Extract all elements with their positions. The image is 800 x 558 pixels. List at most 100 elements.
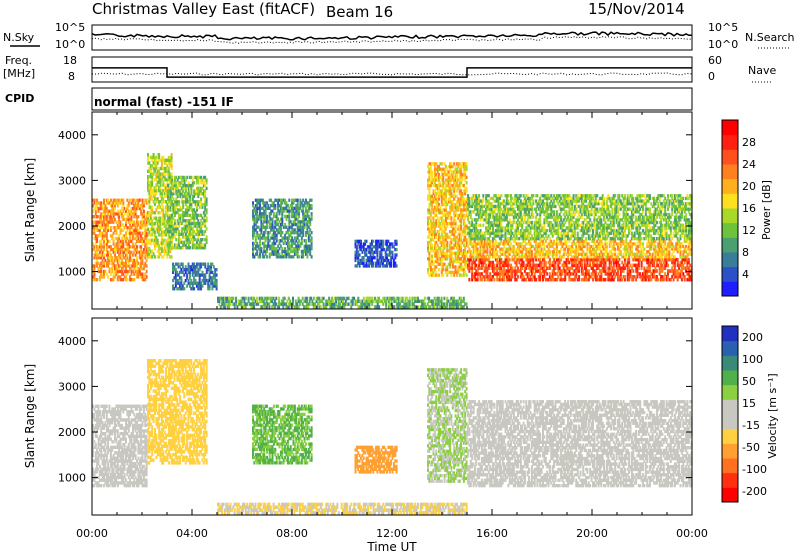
power-cell (146, 275, 148, 278)
cpid-mode: normal (fast) -151 IF (94, 95, 234, 109)
power-cell (136, 256, 138, 259)
power-cell (151, 206, 153, 209)
power-cell (468, 278, 470, 282)
power-cell (216, 273, 218, 276)
power-cell (137, 221, 139, 224)
power-cell (137, 215, 139, 218)
power-cell (206, 198, 208, 201)
power-cell (372, 240, 374, 243)
freq-tick-top: 18 (63, 54, 77, 67)
power-cell (455, 219, 457, 222)
power-cell (281, 231, 283, 234)
power-cell (186, 176, 188, 179)
power-cell (206, 208, 208, 211)
freq-label-line2: [MHz] (3, 67, 35, 80)
power-cell (393, 305, 395, 309)
power-cell (180, 276, 182, 279)
power-cell (162, 206, 164, 209)
power-cell (171, 255, 173, 258)
noise-panel: N.Sky 10^5 10^0 10^5 10^0 N.Search (3, 21, 795, 51)
power-cell (154, 255, 156, 258)
power-cell (252, 201, 254, 204)
power-cell (232, 297, 234, 301)
power-cell (278, 297, 280, 301)
power-cell (204, 263, 206, 266)
power-cell (245, 297, 247, 301)
power-cell (402, 297, 404, 301)
power-cell (297, 199, 299, 202)
power-cell (466, 187, 468, 190)
power-cell (311, 255, 313, 258)
power-cell (147, 153, 149, 156)
power-cell (193, 287, 195, 290)
power-cell (171, 176, 173, 179)
power-cell (136, 245, 138, 248)
power-cell (133, 278, 135, 281)
power-cell (545, 261, 547, 265)
power-cell (167, 184, 169, 187)
power-cell (113, 237, 115, 240)
power-cell (441, 162, 443, 165)
noise-left-label: N.Sky (3, 31, 35, 44)
power-cell (396, 253, 398, 256)
power-cell (107, 275, 109, 278)
power-cell (441, 297, 443, 301)
power-cell (431, 244, 433, 247)
power-cell (624, 275, 626, 279)
power-cell (122, 199, 124, 202)
nave-line (92, 73, 692, 75)
power-cell (523, 261, 525, 265)
power-cell (409, 297, 411, 301)
power-cell (174, 219, 176, 222)
cpid-label: CPID (5, 92, 34, 105)
power-cell (103, 199, 105, 202)
power-cell (146, 264, 148, 267)
power-cell (306, 297, 308, 301)
power-cell (126, 278, 128, 281)
power-feature-morning-low-patch (172, 263, 218, 291)
power-cell (109, 240, 111, 243)
power-cell (146, 259, 148, 262)
power-cell (546, 272, 548, 276)
power-feature-dawn-patch (252, 199, 313, 259)
power-cell (171, 153, 173, 156)
power-feature-night-band-low (467, 258, 693, 282)
power-cell (235, 297, 237, 301)
power-cell (202, 238, 204, 241)
power-feature-morning-streak-2 (167, 176, 208, 250)
power-cell (200, 198, 202, 201)
power-cell (366, 240, 368, 243)
power-cell (667, 264, 669, 268)
frequency-panel-frame (92, 57, 692, 82)
power-cell (157, 239, 159, 242)
power-cell (438, 274, 440, 277)
power-cell (372, 262, 374, 265)
noise-right-tick-top: 10^5 (708, 21, 738, 34)
power-cell (496, 250, 498, 253)
freq-tick-bottom: 8 (68, 70, 75, 83)
power-cell (158, 153, 160, 156)
power-cell (442, 274, 444, 277)
power-cell (466, 302, 468, 306)
power-cell (292, 297, 294, 301)
power-cell (146, 270, 148, 273)
power-cell (311, 236, 313, 239)
power-cell (311, 231, 313, 234)
noise-right-tick-bottom: 10^0 (708, 38, 738, 51)
nave-tick-bottom: 0 (708, 70, 715, 83)
power-cell (466, 181, 468, 184)
power-cell (193, 181, 195, 184)
power-cell (266, 255, 268, 258)
power-cell (260, 247, 262, 250)
power-cell (311, 199, 313, 202)
power-cell (103, 253, 105, 256)
power-cell (588, 269, 590, 273)
power-cell (110, 226, 112, 229)
power-heatmap (92, 153, 693, 309)
power-cell (348, 297, 350, 301)
power-cell (311, 204, 313, 207)
power-cell (139, 199, 141, 202)
power-cell (605, 278, 607, 282)
